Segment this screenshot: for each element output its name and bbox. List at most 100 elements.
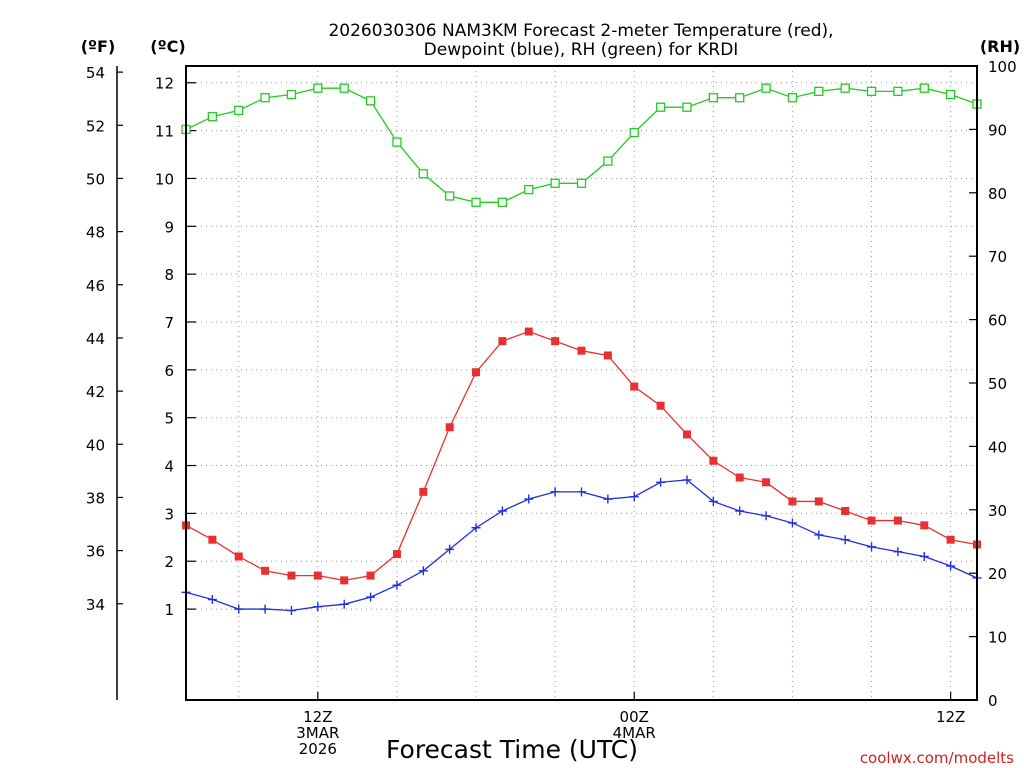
temperature-point	[946, 535, 955, 544]
fahrenheit-tick-label: 52	[86, 117, 105, 135]
x-tick-label: 2026	[299, 740, 337, 758]
temperature-point	[472, 368, 481, 377]
rh-point	[682, 102, 692, 112]
dewpoint-point	[840, 535, 850, 545]
rh-point	[392, 137, 402, 147]
rh-point	[814, 86, 824, 97]
temperature-point	[735, 473, 744, 482]
temperature-point	[682, 430, 691, 439]
rh-tick-label: 90	[988, 121, 1007, 139]
rh-point	[339, 83, 349, 93]
x-tick-label: 00Z	[620, 708, 649, 726]
dewpoint-point	[603, 494, 613, 504]
temperature-point	[709, 456, 718, 465]
temperature-point	[893, 516, 902, 525]
dewpoint-point	[787, 518, 797, 528]
dewpoint-point	[260, 604, 270, 614]
fahrenheit-tick-label: 50	[86, 170, 105, 188]
temperature-point	[788, 497, 797, 506]
dewpoint-point	[234, 604, 244, 614]
fahrenheit-tick-label: 48	[86, 224, 105, 242]
fahrenheit-unit-label: (ºF)	[81, 37, 116, 56]
temperature-point	[419, 487, 428, 496]
rh-point	[550, 178, 560, 188]
rh-point	[735, 93, 745, 103]
temperature-point	[340, 576, 349, 585]
rh-point	[893, 86, 903, 97]
dewpoint-point	[919, 551, 929, 561]
rh-tick-label: 50	[988, 375, 1007, 393]
watermark: coolwx.com/modelts	[860, 749, 1014, 767]
fahrenheit-tick-label: 42	[86, 383, 105, 401]
rh-tick-label: 100	[988, 58, 1017, 76]
celsius-tick-label: 8	[164, 266, 174, 284]
rh-point	[524, 184, 534, 195]
temperature-point	[630, 382, 639, 391]
temperature-point	[841, 506, 850, 515]
x-axis-label: Forecast Time (UTC)	[386, 735, 638, 764]
dewpoint-point	[339, 599, 349, 609]
fahrenheit-tick-label: 46	[86, 277, 105, 295]
rh-point	[945, 89, 956, 100]
rh-point	[840, 83, 850, 93]
rh-point	[286, 89, 297, 100]
rh-point	[708, 93, 718, 103]
dewpoint-point	[629, 492, 639, 502]
celsius-tick-label: 1	[164, 601, 174, 619]
dewpoint-point	[418, 566, 428, 576]
rh-point	[603, 156, 613, 166]
x-tick-label: 3MAR	[296, 724, 339, 742]
rh-point	[576, 178, 587, 188]
fahrenheit-tick-label: 44	[86, 330, 105, 348]
rh-tick-label: 40	[988, 438, 1007, 456]
temperature-point	[577, 346, 586, 355]
celsius-tick-label: 7	[164, 314, 174, 332]
celsius-tick-label: 9	[164, 218, 174, 236]
temperature-point	[313, 571, 322, 580]
celsius-tick-label: 10	[155, 170, 174, 188]
dewpoint-point	[286, 606, 296, 616]
temperature-point	[867, 516, 876, 525]
dewpoint-point	[682, 475, 692, 485]
dewpoint-point	[761, 511, 771, 521]
dewpoint-point	[550, 487, 560, 497]
temperature-point	[603, 351, 612, 360]
celsius-tick-label: 6	[164, 362, 174, 380]
temperature-point	[392, 550, 401, 559]
x-tick-label: 12Z	[936, 708, 965, 726]
celsius-tick-label: 11	[155, 123, 174, 141]
celsius-tick-label: 12	[155, 75, 174, 93]
dewpoint-point	[366, 592, 376, 602]
rh-tick-label: 10	[988, 629, 1007, 647]
dewpoint-point	[735, 506, 745, 516]
dewpoint-point	[893, 547, 903, 557]
dewpoint-point	[313, 602, 323, 612]
dewpoint-point	[946, 561, 956, 571]
temperature-point	[287, 571, 296, 580]
rh-point	[234, 105, 244, 116]
rh-point	[497, 197, 508, 207]
fahrenheit-tick-label: 54	[86, 64, 105, 82]
fahrenheit-tick-label: 34	[86, 596, 105, 614]
rh-tick-label: 70	[988, 248, 1007, 266]
rh-point	[471, 197, 481, 207]
rh-tick-label: 80	[988, 185, 1007, 203]
axis-layer: 1234567891011123436384042444648505254010…	[86, 58, 1017, 758]
temperature-point	[445, 423, 454, 432]
rh-tick-label: 0	[988, 692, 998, 710]
temperature-point	[234, 552, 243, 561]
rh-point	[445, 191, 455, 201]
dewpoint-point	[524, 494, 534, 504]
dewpoint-point	[656, 477, 666, 487]
temperature-point	[524, 327, 533, 336]
x-tick-label: 12Z	[303, 708, 332, 726]
temperature-point	[208, 535, 217, 544]
dewpoint-point	[577, 487, 586, 497]
rh-point	[866, 86, 877, 97]
rh-point	[260, 93, 270, 103]
fahrenheit-tick-label: 40	[86, 436, 105, 454]
rh-point	[655, 102, 666, 112]
dewpoint-point	[708, 496, 718, 506]
x-tick-label: 4MAR	[613, 724, 656, 742]
celsius-tick-label: 2	[164, 553, 174, 571]
